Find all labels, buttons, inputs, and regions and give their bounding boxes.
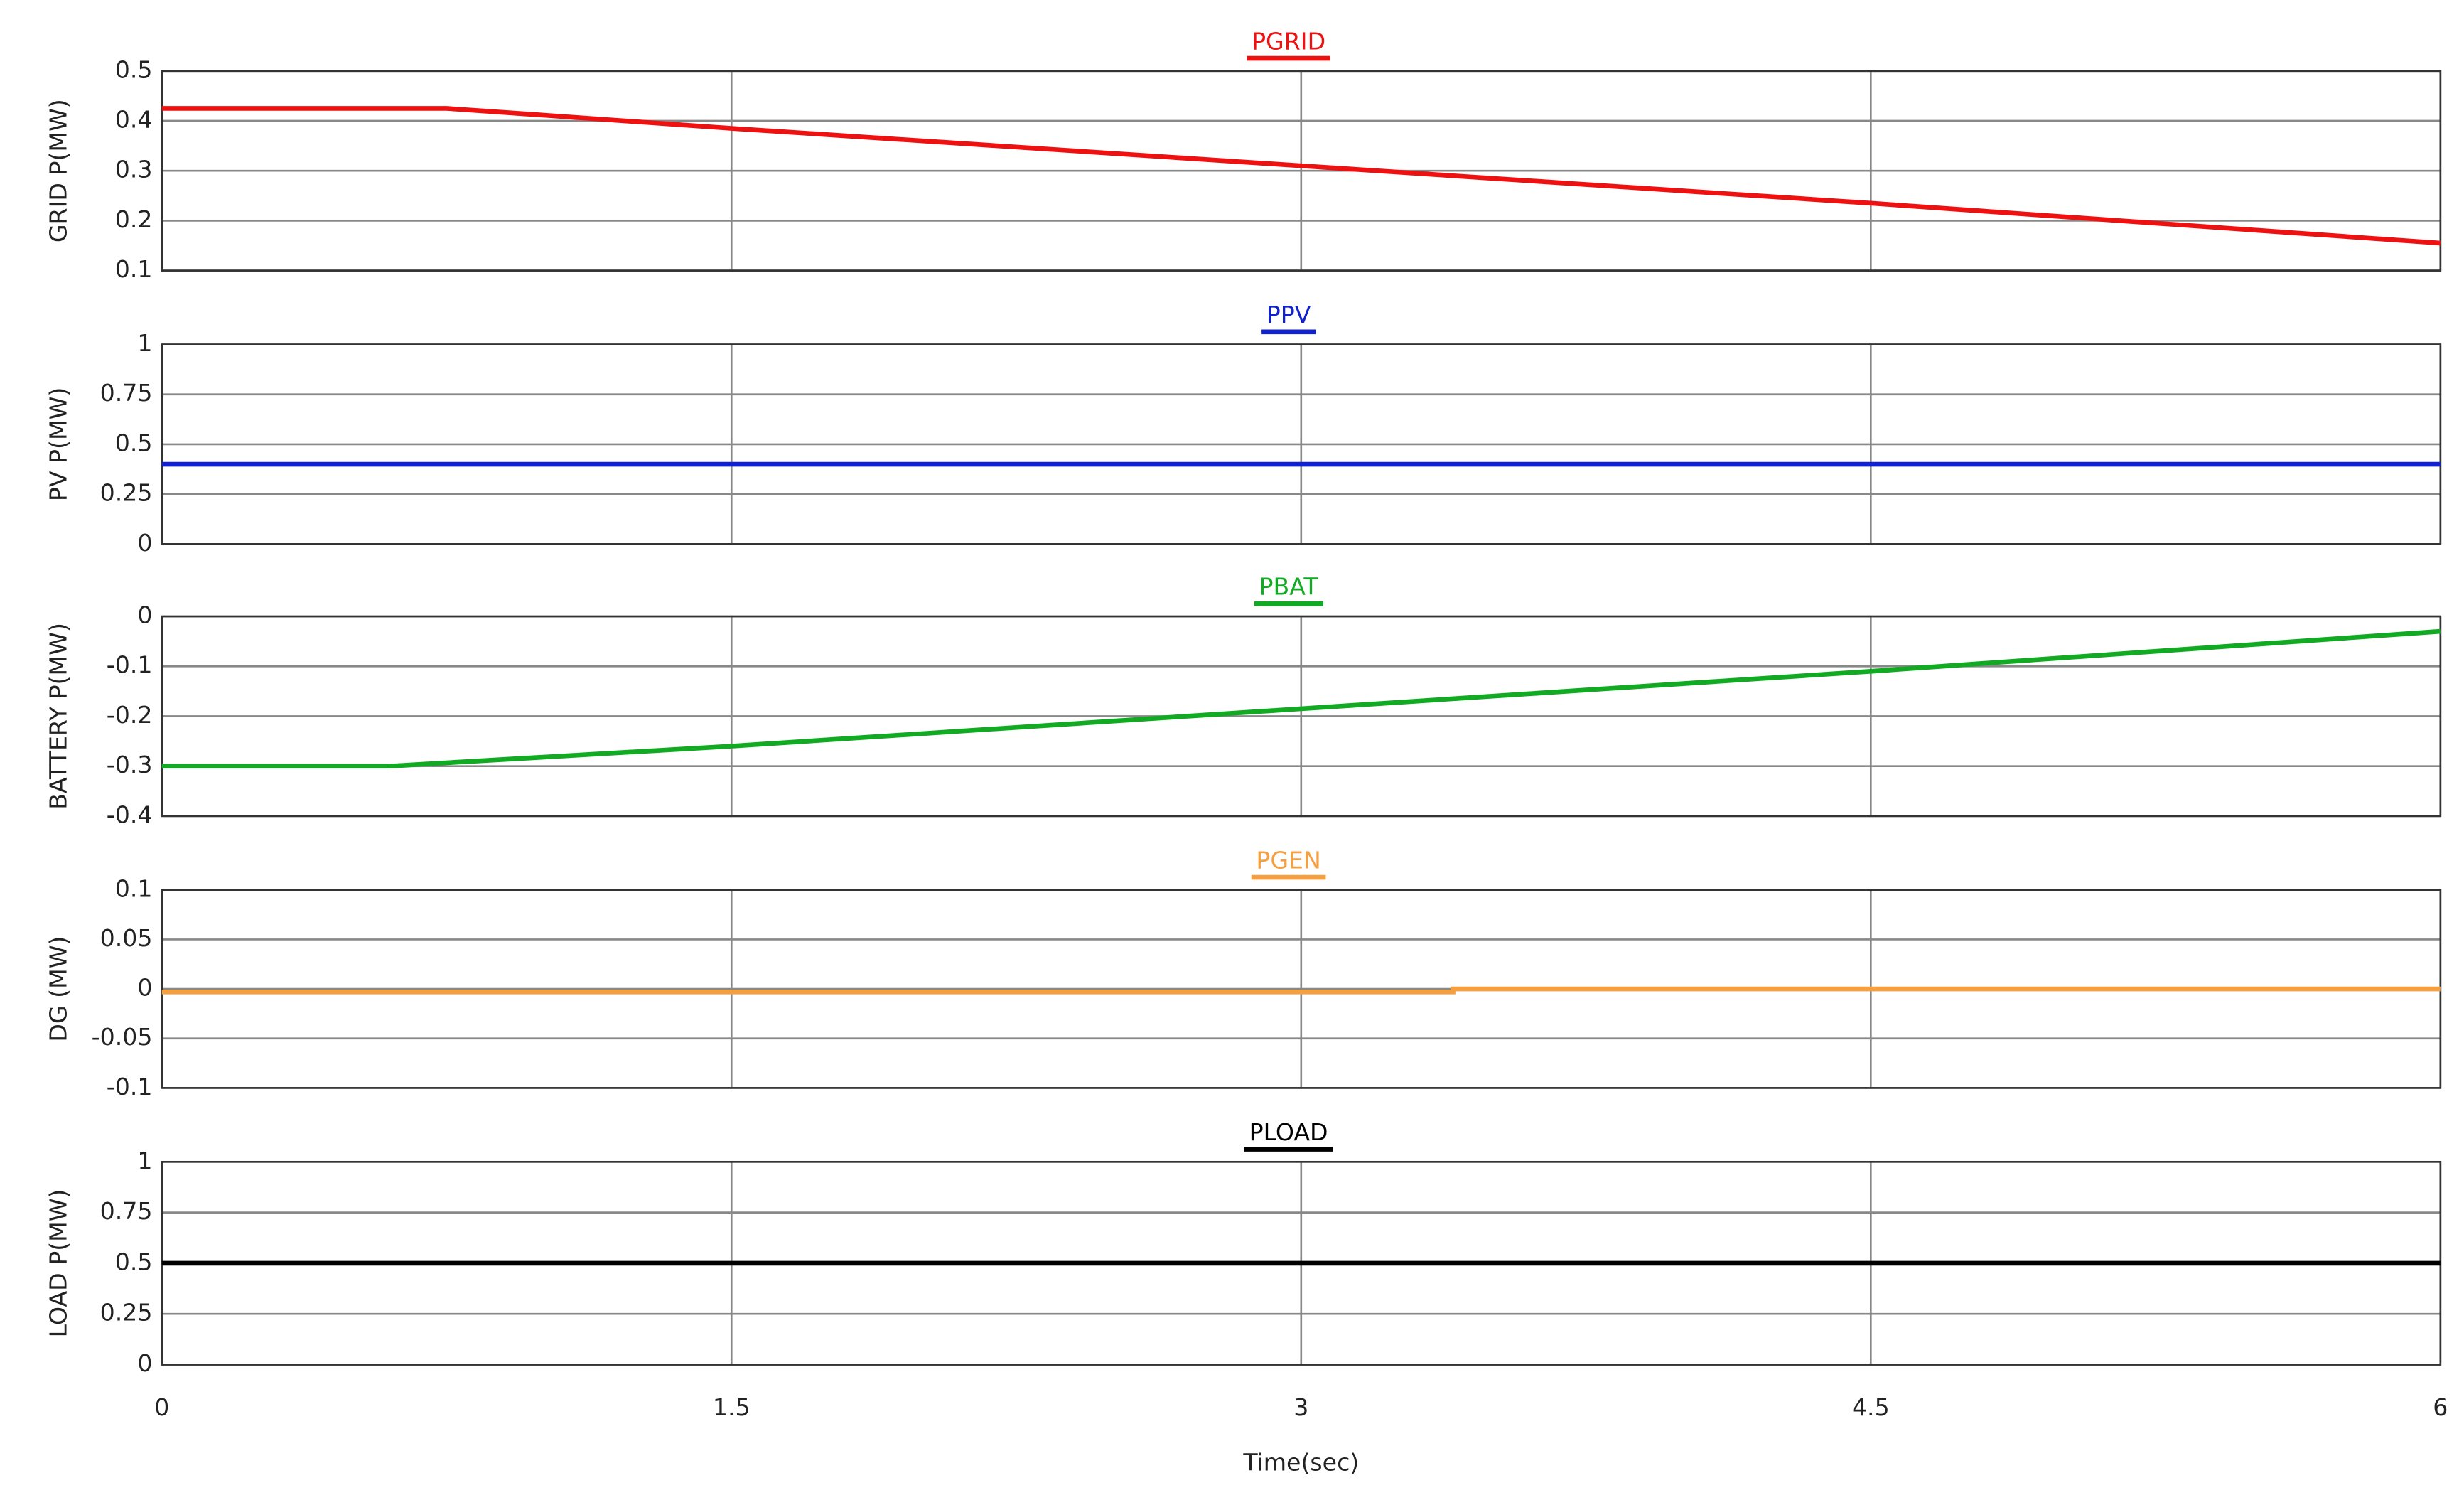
panel-title: PLOAD: [1249, 1118, 1328, 1146]
y-tick-label: 0.1: [115, 255, 153, 283]
series-line: [161, 986, 2441, 995]
x-tick-label: 1.5: [713, 1393, 751, 1421]
y-tick-label: 1: [137, 329, 152, 357]
y-tick-label: 0.5: [115, 1248, 153, 1275]
x-tick-label: 0: [154, 1393, 169, 1421]
y-axis-label: LOAD P(MW): [45, 1189, 72, 1338]
y-tick-label: -0.1: [107, 1073, 153, 1100]
y-tick-label: 1: [137, 1147, 152, 1174]
y-tick-label: 0.5: [115, 55, 153, 83]
y-tick-label: -0.1: [107, 651, 153, 679]
y-tick-label: 0: [137, 974, 152, 1002]
panel-title: PPV: [1266, 301, 1311, 328]
y-tick-label: -0.2: [107, 701, 153, 729]
plot-frame: [161, 343, 2442, 545]
y-tick-label: 0.25: [100, 1299, 153, 1327]
y-tick-label: 0.75: [100, 379, 153, 407]
y-tick-label: 0.5: [115, 429, 153, 456]
y-tick-label: 0: [137, 1349, 152, 1377]
panel-title: PBAT: [1259, 573, 1319, 601]
y-tick-label: 0.1: [115, 874, 153, 902]
y-tick-label: -0.05: [92, 1023, 153, 1051]
plot-frame: [161, 70, 2442, 272]
series-line: [161, 106, 2441, 246]
y-tick-label: 0.4: [115, 106, 153, 134]
y-tick-label: 0.75: [100, 1197, 153, 1225]
y-tick-label: 0.25: [100, 479, 153, 507]
x-axis-label: Time(sec): [1242, 1448, 1359, 1476]
y-tick-label: 0: [137, 601, 152, 629]
x-tick-label: 3: [1293, 1393, 1308, 1421]
y-tick-label: 0: [137, 529, 152, 557]
x-tick-label: 4.5: [1852, 1393, 1890, 1421]
panel-title: PGRID: [1252, 28, 1325, 55]
y-tick-label: -0.3: [107, 751, 153, 778]
y-tick-label: -0.4: [107, 800, 153, 828]
plot-frame: [161, 615, 2442, 818]
y-axis-label: DG (MW): [45, 936, 72, 1042]
y-axis-label: BATTERY P(MW): [45, 623, 72, 810]
y-tick-label: 0.3: [115, 156, 153, 183]
y-tick-label: 0.2: [115, 205, 153, 233]
series-line: [161, 628, 2441, 768]
y-tick-label: 0.05: [100, 924, 153, 952]
y-axis-label: GRID P(MW): [45, 99, 72, 242]
panel-title: PGEN: [1256, 846, 1320, 874]
x-tick-label: 6: [2433, 1393, 2448, 1421]
y-axis-label: PV P(MW): [45, 387, 72, 501]
